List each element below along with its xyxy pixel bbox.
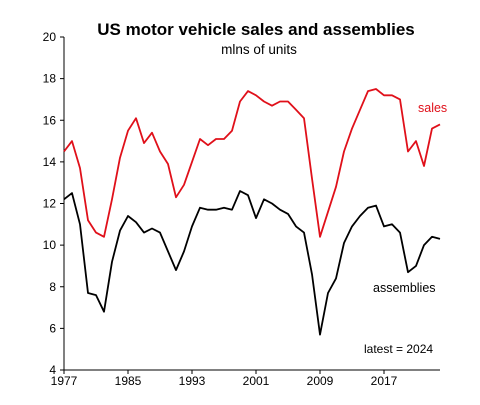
y-tick-label: 8	[49, 280, 56, 294]
x-tick-label: 2009	[307, 374, 334, 388]
x-tick-label: 2001	[243, 374, 270, 388]
x-tick-label: 1985	[115, 374, 142, 388]
y-tick-label: 16	[43, 113, 57, 127]
series-line-assemblies	[63, 190, 441, 336]
y-tick-label: 14	[43, 155, 57, 169]
y-tick-label: 20	[43, 30, 57, 44]
x-tick-label: 1993	[179, 374, 206, 388]
axes	[60, 36, 440, 374]
series-label-assemblies: assemblies	[373, 281, 436, 295]
y-tick-label: 6	[49, 321, 56, 335]
y-tick-label: 18	[43, 72, 57, 86]
chart-title: US motor vehicle sales and assemblies	[97, 20, 414, 39]
x-tick-label: 2017	[371, 374, 398, 388]
series-line-sales	[63, 88, 441, 238]
series-lines	[63, 88, 441, 336]
chart-subtitle: mlns of units	[221, 42, 297, 57]
series-labels: sales assemblies	[373, 101, 447, 295]
y-tick-label: 10	[43, 238, 57, 252]
series-label-sales: sales	[418, 101, 447, 115]
y-tick-label: 12	[43, 197, 57, 211]
tick-labels: 4 6 8 10 12 14 16 18 20 1977 1985 1993 2001 2009 2017	[43, 30, 398, 388]
latest-note: latest = 2024	[364, 342, 433, 356]
x-tick-label: 1977	[51, 374, 78, 388]
y-tick-label: 4	[49, 363, 56, 377]
